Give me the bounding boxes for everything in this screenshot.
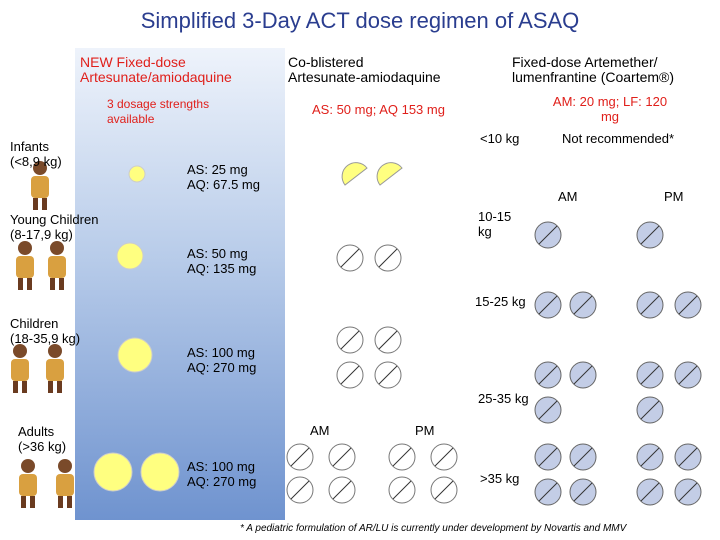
group-label: Children (18-35,9 kg) <box>10 316 81 346</box>
column-header: Co-blistered Artesunate-amiodaquine <box>288 54 441 85</box>
footnote: * A pediatric formulation of AR/LU is cu… <box>240 523 627 534</box>
pm-label: PM <box>664 189 684 204</box>
column-header: NEW Fixed-dose Artesunate/amiodaquine <box>80 54 232 85</box>
weight-band: >35 kg <box>480 471 520 486</box>
title: Simplified 3-Day ACT dose regimen of ASA… <box>140 8 580 33</box>
weight-band: <10 kg <box>480 131 520 146</box>
weight-band: 25-35 kg <box>478 391 529 406</box>
dose-label: AS: 100 mg AQ: 270 mg <box>187 459 257 489</box>
group-label: Adults (>36 kg) <box>18 424 67 454</box>
dose-label: AS: 50 mg AQ: 135 mg <box>187 246 257 276</box>
am-label: AM <box>310 423 330 438</box>
column-note: AM: 20 mg; LF: 120 mg <box>552 94 668 124</box>
group-label: Infants (<8,9 kg) <box>10 139 62 169</box>
fixed-dose-pills <box>93 165 180 492</box>
group-label: Young Children (8-17,9 kg) <box>10 212 99 242</box>
weight-band: 10-15 kg <box>478 209 512 239</box>
pm-label: PM <box>415 423 435 438</box>
dose-label: AS: 25 mg AQ: 67.5 mg <box>187 162 260 192</box>
column-note: 3 dosage strengths available <box>107 97 210 126</box>
column-header: Fixed-dose Artemether/ lumenfrantine (Co… <box>512 54 675 85</box>
weight-band: 15-25 kg <box>475 294 526 309</box>
dose-label: AS: 100 mg AQ: 270 mg <box>187 345 257 375</box>
column-note: AS: 50 mg; AQ 153 mg <box>312 102 445 117</box>
am-label: AM <box>558 189 578 204</box>
co-blister-tablets <box>286 162 458 504</box>
note: Not recommended* <box>562 131 674 146</box>
coartem-tablets <box>534 221 702 506</box>
gradient-panel <box>75 48 285 520</box>
